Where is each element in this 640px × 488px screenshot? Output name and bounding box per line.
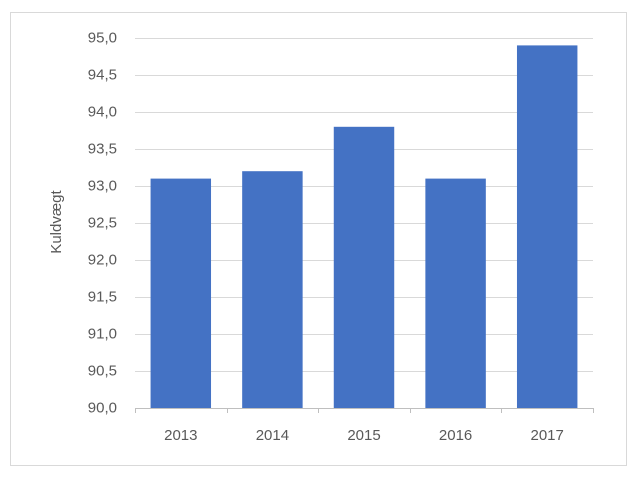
y-tick-label: 90,0 xyxy=(88,399,117,416)
y-tick-label: 94,5 xyxy=(88,66,117,83)
x-tick-label: 2013 xyxy=(164,427,197,444)
bar xyxy=(150,178,212,408)
bar xyxy=(242,171,303,408)
bar xyxy=(333,126,395,409)
x-tick-label: 2017 xyxy=(531,427,564,444)
y-tick-label: 90,5 xyxy=(88,362,117,379)
y-tick-label: 95,0 xyxy=(88,29,117,46)
y-tick-label: 91,0 xyxy=(88,325,117,342)
y-axis-label: Kuldvægt xyxy=(48,189,65,253)
y-tick-label: 92,0 xyxy=(88,251,117,268)
x-tick-label: 2015 xyxy=(347,427,380,444)
x-tick-label: 2014 xyxy=(256,427,289,444)
bar xyxy=(425,178,486,408)
x-tick-label: 2016 xyxy=(439,427,472,444)
bar xyxy=(516,45,578,409)
y-tick-label: 92,5 xyxy=(88,214,117,231)
y-tick-label: 93,5 xyxy=(88,140,117,157)
y-tick-label: 93,0 xyxy=(88,177,117,194)
y-tick-label: 91,5 xyxy=(88,288,117,305)
y-tick-label: 94,0 xyxy=(88,103,117,120)
